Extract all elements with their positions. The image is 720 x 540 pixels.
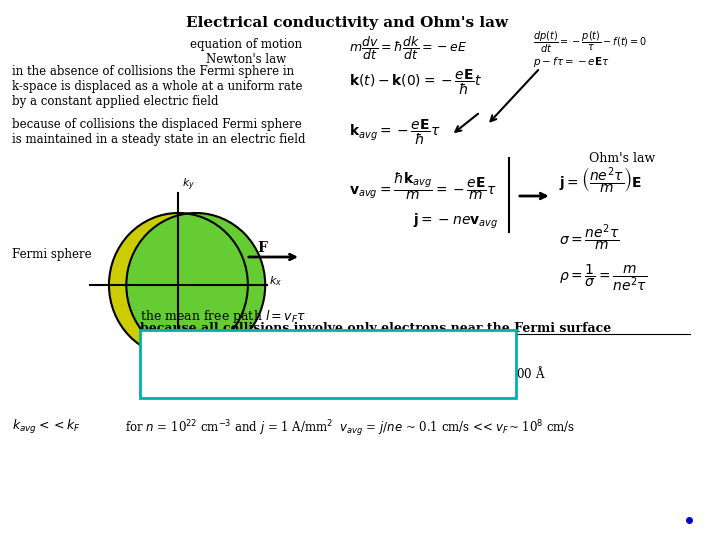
Text: because of collisions the displaced Fermi sphere
is maintained in a steady state: because of collisions the displaced Ferm… <box>12 118 305 146</box>
Text: Electrical conductivity and Ohm's law: Electrical conductivity and Ohm's law <box>186 16 508 30</box>
Text: $\mathbf{k}(t) - \mathbf{k}(0) = -\dfrac{e\mathbf{E}}{\hbar}t$: $\mathbf{k}(t) - \mathbf{k}(0) = -\dfrac… <box>349 68 482 97</box>
Text: F: F <box>257 241 267 255</box>
Text: the mean free path $l = v_F\tau$: the mean free path $l = v_F\tau$ <box>140 308 306 325</box>
FancyBboxPatch shape <box>140 330 516 398</box>
Text: $p - f\tau = -e\mathbf{E}\tau$: $p - f\tau = -e\mathbf{E}\tau$ <box>534 55 610 69</box>
Text: $\mathbf{j} = \left(\dfrac{ne^2\tau}{m}\right)\mathbf{E}$: $\mathbf{j} = \left(\dfrac{ne^2\tau}{m}\… <box>559 165 642 196</box>
Text: $\mathbf{k}_{avg} = -\dfrac{e\mathbf{E}}{\hbar}\tau$: $\mathbf{k}_{avg} = -\dfrac{e\mathbf{E}}… <box>349 118 441 147</box>
Text: $\dfrac{dp(t)}{dt} = -\dfrac{p(t)}{\tau} - f(t) = 0$: $\dfrac{dp(t)}{dt} = -\dfrac{p(t)}{\tau}… <box>534 30 647 55</box>
Text: $\mathbf{j} = -ne\mathbf{v}_{avg}$: $\mathbf{j} = -ne\mathbf{v}_{avg}$ <box>413 212 498 231</box>
Text: $v_F$ ~ 10$^8$ cm/s: $v_F$ ~ 10$^8$ cm/s <box>150 340 233 359</box>
Text: $\tau$~ 10$^{-14}$ s: $\tau$~ 10$^{-14}$ s <box>297 365 361 382</box>
Text: equation of motion
Newton's law: equation of motion Newton's law <box>190 38 302 66</box>
Text: $k_{avg} << k_F$: $k_{avg} << k_F$ <box>12 418 81 436</box>
Text: $m\dfrac{dv}{dt} = \hbar\dfrac{dk}{dt} = -eE$: $m\dfrac{dv}{dt} = \hbar\dfrac{dk}{dt} =… <box>349 34 467 62</box>
Text: for pure Cu:: for pure Cu: <box>150 353 222 366</box>
Text: for $n$ = 10$^{22}$ cm$^{-3}$ and $j$ = 1 A/mm$^2$  $v_{avg}$ = $j/ne$ ~ 0.1 cm/: for $n$ = 10$^{22}$ cm$^{-3}$ and $j$ = … <box>125 418 575 438</box>
Text: at T=4 K: at T=4 K <box>150 378 203 391</box>
Text: $k_{avg}$: $k_{avg}$ <box>198 369 220 386</box>
Text: $k_x$: $k_x$ <box>269 274 282 288</box>
Text: $k_y$: $k_y$ <box>182 177 195 193</box>
Text: $\tau$~ 10$^{-9}$ s: $\tau$~ 10$^{-9}$ s <box>297 378 356 395</box>
Text: Fermi sphere: Fermi sphere <box>12 248 91 261</box>
Text: $\mathbf{v}_{avg} = \dfrac{\hbar\mathbf{k}_{avg}}{m} = -\dfrac{e\mathbf{E}}{m}\t: $\mathbf{v}_{avg} = \dfrac{\hbar\mathbf{… <box>349 170 497 202</box>
Circle shape <box>109 213 248 357</box>
Text: Ohm's law: Ohm's law <box>589 152 655 165</box>
Text: at T=300 K: at T=300 K <box>150 365 217 378</box>
Text: $l$ ~ 10$^{-6}$ cm = 100 Å: $l$ ~ 10$^{-6}$ cm = 100 Å <box>423 365 546 381</box>
Text: because all collisions involve only electrons near the Fermi surface: because all collisions involve only elec… <box>140 322 611 335</box>
Circle shape <box>126 213 265 357</box>
Text: $l$ ~ 0.1 cm: $l$ ~ 0.1 cm <box>423 378 485 392</box>
Text: in the absence of collisions the Fermi sphere in
k-space is displaced as a whole: in the absence of collisions the Fermi s… <box>12 65 302 108</box>
Text: $\rho = \dfrac{1}{\sigma} = \dfrac{m}{ne^2\tau}$: $\rho = \dfrac{1}{\sigma} = \dfrac{m}{ne… <box>559 262 648 293</box>
Text: $\sigma = \dfrac{ne^2\tau}{m}$: $\sigma = \dfrac{ne^2\tau}{m}$ <box>559 222 620 253</box>
